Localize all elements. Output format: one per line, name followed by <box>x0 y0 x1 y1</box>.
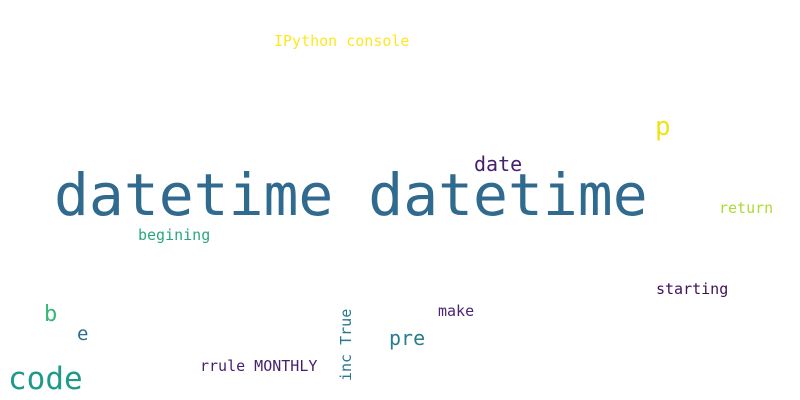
word-b: b <box>44 302 58 327</box>
word-make: make <box>438 302 475 320</box>
word-p: p <box>655 112 671 142</box>
word-code: code <box>8 361 83 397</box>
word-begining: begining <box>138 226 211 244</box>
word-inc-true: inc True <box>337 308 355 381</box>
word-rrule-monthly: rrule MONTHLY <box>200 357 318 375</box>
word-pre: pre <box>389 326 426 350</box>
word-e: e <box>77 323 89 345</box>
word-ipython-console: IPython console <box>274 32 410 50</box>
word-datetime-datetime: datetime datetime <box>54 161 648 229</box>
word-return: return <box>719 199 774 217</box>
word-starting: starting <box>656 280 729 298</box>
word-date: date <box>474 152 523 176</box>
